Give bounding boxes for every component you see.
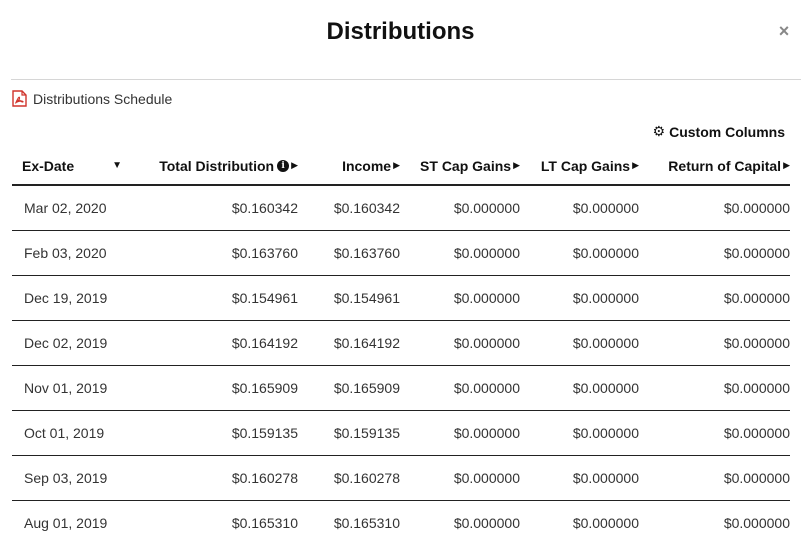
- close-icon: ×: [778, 21, 790, 41]
- cell-return-of-capital: $0.000000: [639, 320, 790, 366]
- sort-right-icon: ▶: [291, 160, 298, 170]
- cell-income: $0.154961: [298, 275, 400, 321]
- cell-lt-cap-gains: $0.000000: [520, 410, 639, 456]
- distributions-schedule-link[interactable]: Distributions Schedule: [11, 90, 172, 107]
- cell-income: $0.160342: [298, 185, 400, 231]
- cell-total-distribution: $0.165310: [134, 500, 298, 539]
- cell-ex-date: Nov 01, 2019: [12, 365, 134, 411]
- header-ex-date-label: Ex-Date: [22, 157, 75, 174]
- header-st-cap-gains-label: ST Cap Gains: [420, 157, 512, 174]
- cell-total-distribution: $0.160342: [134, 185, 298, 231]
- cell-st-cap-gains: $0.000000: [400, 500, 520, 539]
- cell-return-of-capital: $0.000000: [639, 500, 790, 539]
- cell-total-distribution: $0.164192: [134, 320, 298, 366]
- cell-st-cap-gains: $0.000000: [400, 230, 520, 276]
- custom-columns-label: Custom Columns: [669, 123, 785, 140]
- cell-income: $0.164192: [298, 320, 400, 366]
- cell-lt-cap-gains: $0.000000: [520, 455, 639, 501]
- pdf-icon: [11, 90, 28, 107]
- cell-return-of-capital: $0.000000: [639, 365, 790, 411]
- custom-columns-button[interactable]: ⚙ Custom Columns: [653, 123, 785, 140]
- header-st-cap-gains[interactable]: ST Cap Gains ▶: [400, 147, 520, 186]
- cell-income: $0.163760: [298, 230, 400, 276]
- cell-lt-cap-gains: $0.000000: [520, 365, 639, 411]
- distributions-schedule-label: Distributions Schedule: [33, 90, 173, 107]
- cell-ex-date: Aug 01, 2019: [12, 500, 134, 539]
- cell-st-cap-gains: $0.000000: [400, 410, 520, 456]
- header-lt-cap-gains-label: LT Cap Gains: [540, 157, 631, 174]
- cell-ex-date: Mar 02, 2020: [12, 185, 134, 231]
- table-row: Feb 03, 2020 $0.163760 $0.163760 $0.0000…: [12, 230, 790, 276]
- cell-lt-cap-gains: $0.000000: [520, 230, 639, 276]
- cell-ex-date: Feb 03, 2020: [12, 230, 134, 276]
- distributions-table: Ex-Date ▼ Total Distribution i ▶ Income …: [12, 147, 790, 539]
- cell-total-distribution: $0.160278: [134, 455, 298, 501]
- cell-st-cap-gains: $0.000000: [400, 365, 520, 411]
- table-row: Sep 03, 2019 $0.160278 $0.160278 $0.0000…: [12, 455, 790, 501]
- table-row: Aug 01, 2019 $0.165310 $0.165310 $0.0000…: [12, 500, 790, 539]
- cell-income: $0.160278: [298, 455, 400, 501]
- cell-total-distribution: $0.165909: [134, 365, 298, 411]
- info-icon[interactable]: i: [277, 159, 290, 172]
- cell-st-cap-gains: $0.000000: [400, 320, 520, 366]
- table-row: Oct 01, 2019 $0.159135 $0.159135 $0.0000…: [12, 410, 790, 456]
- modal-title: Distributions: [326, 18, 475, 45]
- cell-total-distribution: $0.163760: [134, 230, 298, 276]
- cell-total-distribution: $0.154961: [134, 275, 298, 321]
- sort-right-icon: ▶: [783, 160, 790, 170]
- table-row: Mar 02, 2020 $0.160342 $0.160342 $0.0000…: [12, 185, 790, 231]
- header-lt-cap-gains[interactable]: LT Cap Gains ▶: [520, 147, 639, 186]
- cell-return-of-capital: $0.000000: [639, 275, 790, 321]
- cell-lt-cap-gains: $0.000000: [520, 275, 639, 321]
- header-total-distribution-label: Total Distribution: [159, 157, 275, 174]
- table-row: Nov 01, 2019 $0.165909 $0.165909 $0.0000…: [12, 365, 790, 411]
- cell-ex-date: Oct 01, 2019: [12, 410, 134, 456]
- gear-icon: ⚙: [652, 123, 666, 139]
- cell-st-cap-gains: $0.000000: [400, 455, 520, 501]
- cell-return-of-capital: $0.000000: [639, 185, 790, 231]
- table-header-row: Ex-Date ▼ Total Distribution i ▶ Income …: [12, 147, 790, 186]
- table-row: Dec 19, 2019 $0.154961 $0.154961 $0.0000…: [12, 275, 790, 321]
- cell-income: $0.159135: [298, 410, 400, 456]
- sort-down-icon: ▼: [112, 160, 123, 171]
- cell-return-of-capital: $0.000000: [639, 455, 790, 501]
- cell-ex-date: Dec 19, 2019: [12, 275, 134, 321]
- sort-right-icon: ▶: [393, 160, 400, 170]
- cell-income: $0.165310: [298, 500, 400, 539]
- header-income[interactable]: Income ▶: [298, 147, 400, 186]
- cell-st-cap-gains: $0.000000: [400, 185, 520, 231]
- header-return-of-capital[interactable]: Return of Capital ▶: [639, 147, 790, 186]
- header-return-of-capital-label: Return of Capital: [668, 157, 782, 174]
- cell-st-cap-gains: $0.000000: [400, 275, 520, 321]
- close-button[interactable]: ×: [777, 21, 791, 41]
- table-row: Dec 02, 2019 $0.164192 $0.164192 $0.0000…: [12, 320, 790, 366]
- cell-total-distribution: $0.159135: [134, 410, 298, 456]
- cell-income: $0.165909: [298, 365, 400, 411]
- cell-ex-date: Sep 03, 2019: [12, 455, 134, 501]
- cell-return-of-capital: $0.000000: [639, 410, 790, 456]
- header-ex-date[interactable]: Ex-Date ▼: [12, 147, 134, 186]
- header-total-distribution[interactable]: Total Distribution i ▶: [134, 147, 298, 186]
- title-divider: [11, 79, 801, 80]
- sort-right-icon: ▶: [513, 160, 520, 170]
- cell-return-of-capital: $0.000000: [639, 230, 790, 276]
- cell-ex-date: Dec 02, 2019: [12, 320, 134, 366]
- sort-right-icon: ▶: [632, 160, 639, 170]
- header-income-label: Income: [342, 157, 392, 174]
- cell-lt-cap-gains: $0.000000: [520, 320, 639, 366]
- cell-lt-cap-gains: $0.000000: [520, 500, 639, 539]
- cell-lt-cap-gains: $0.000000: [520, 185, 639, 231]
